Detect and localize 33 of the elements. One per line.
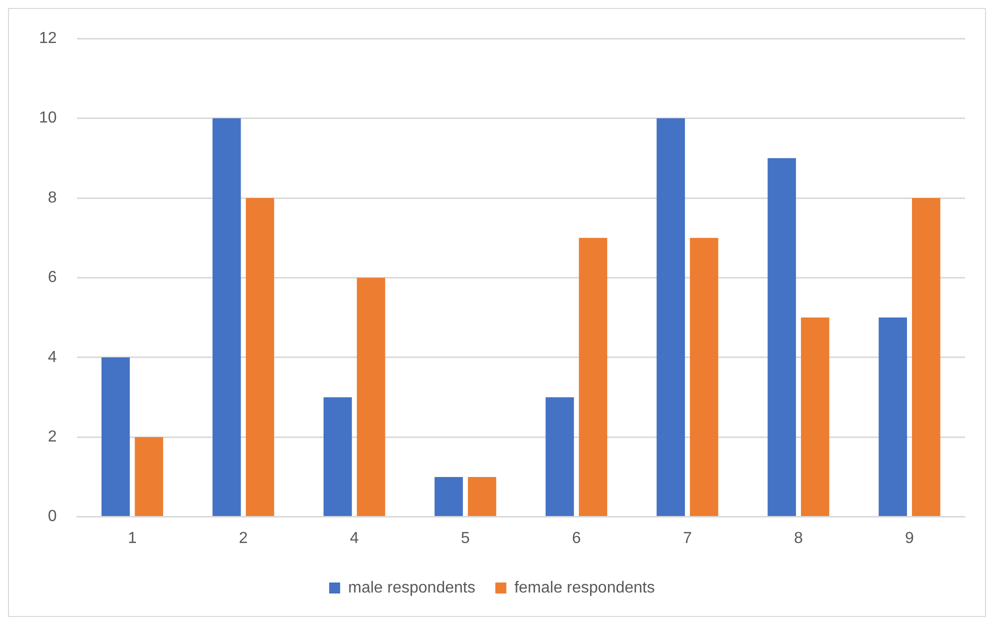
bar [800,318,830,516]
bar [878,318,907,516]
bar [768,158,796,516]
bar [324,397,352,516]
bar [656,118,685,516]
bar [912,198,940,516]
x-tick-label: 1 [128,530,137,547]
x-tick-label: 9 [905,530,914,547]
y-tick-label: 6 [48,269,57,286]
bar [690,238,718,516]
legend-label: female respondents [514,579,655,596]
y-tick-label: 2 [48,428,57,446]
x-tick-label: 7 [682,530,692,547]
bar [246,198,274,516]
y-tick-label: 8 [48,189,57,206]
bar [434,476,463,516]
y-tick-label: 12 [39,30,57,48]
x-tick-label: 4 [350,530,359,547]
bar [212,118,241,516]
bar [578,238,608,516]
y-tick-label: 10 [39,110,57,127]
x-tick-label: 2 [238,530,248,547]
bar [546,397,574,516]
bar [102,357,130,516]
y-tick-label: 0 [48,508,57,526]
bar [356,278,386,516]
bar [468,476,496,516]
x-tick-label: 5 [460,530,470,547]
y-tick-label: 4 [48,348,57,366]
legend-label: male respondents [348,579,476,596]
x-tick-label: 6 [572,530,581,547]
bar [134,437,164,516]
x-tick-label: 8 [794,530,804,547]
